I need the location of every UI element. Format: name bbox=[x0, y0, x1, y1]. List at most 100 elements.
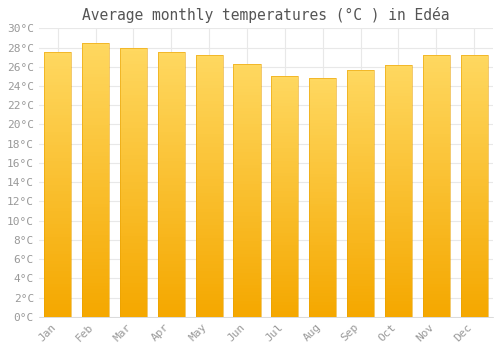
Bar bbox=[158, 99, 185, 102]
Bar bbox=[309, 153, 336, 156]
Bar bbox=[196, 294, 223, 297]
Bar bbox=[271, 236, 298, 239]
Bar bbox=[120, 111, 147, 115]
Bar bbox=[309, 120, 336, 123]
Bar bbox=[271, 293, 298, 296]
Bar bbox=[309, 299, 336, 302]
Bar bbox=[385, 235, 412, 238]
Bar bbox=[271, 94, 298, 97]
Bar bbox=[158, 204, 185, 208]
Bar bbox=[347, 209, 374, 212]
Bar bbox=[234, 279, 260, 282]
Bar bbox=[347, 230, 374, 233]
Bar bbox=[385, 307, 412, 310]
Bar bbox=[44, 99, 72, 102]
Bar bbox=[347, 125, 374, 128]
Bar bbox=[120, 303, 147, 307]
Bar bbox=[234, 238, 260, 241]
Bar bbox=[347, 162, 374, 166]
Bar bbox=[44, 251, 72, 254]
Bar bbox=[422, 193, 450, 196]
Bar bbox=[196, 127, 223, 131]
Bar bbox=[385, 166, 412, 169]
Bar bbox=[422, 85, 450, 88]
Bar bbox=[271, 260, 298, 263]
Bar bbox=[309, 290, 336, 293]
Bar bbox=[347, 97, 374, 100]
Bar bbox=[120, 145, 147, 148]
Bar bbox=[158, 122, 185, 125]
Bar bbox=[385, 200, 412, 203]
Bar bbox=[196, 310, 223, 314]
Bar bbox=[460, 222, 488, 225]
Bar bbox=[82, 111, 109, 115]
Bar bbox=[82, 276, 109, 279]
Bar bbox=[271, 178, 298, 182]
Bar bbox=[385, 134, 412, 137]
Bar bbox=[385, 273, 412, 276]
Bar bbox=[120, 81, 147, 85]
Bar bbox=[309, 281, 336, 284]
Bar bbox=[422, 140, 450, 143]
Bar bbox=[82, 262, 109, 265]
Bar bbox=[82, 180, 109, 183]
Bar bbox=[196, 55, 223, 317]
Bar bbox=[120, 64, 147, 68]
Bar bbox=[158, 307, 185, 310]
Bar bbox=[158, 89, 185, 92]
Bar bbox=[347, 276, 374, 280]
Bar bbox=[44, 82, 72, 85]
Bar bbox=[422, 232, 450, 235]
Bar bbox=[309, 108, 336, 111]
Bar bbox=[120, 102, 147, 105]
Bar bbox=[385, 292, 412, 295]
Bar bbox=[196, 62, 223, 65]
Bar bbox=[309, 165, 336, 168]
Bar bbox=[460, 229, 488, 232]
Bar bbox=[422, 290, 450, 294]
Bar bbox=[158, 195, 185, 198]
Bar bbox=[44, 284, 72, 287]
Bar bbox=[271, 182, 298, 184]
Bar bbox=[82, 259, 109, 262]
Bar bbox=[460, 144, 488, 147]
Bar bbox=[120, 118, 147, 121]
Bar bbox=[120, 253, 147, 256]
Bar bbox=[385, 232, 412, 235]
Bar bbox=[309, 123, 336, 126]
Bar bbox=[234, 83, 260, 86]
Bar bbox=[385, 150, 412, 153]
Bar bbox=[385, 96, 412, 99]
Bar bbox=[82, 231, 109, 234]
Bar bbox=[309, 314, 336, 317]
Bar bbox=[196, 160, 223, 163]
Bar bbox=[422, 111, 450, 114]
Bar bbox=[271, 197, 298, 199]
Bar bbox=[234, 310, 260, 314]
Bar bbox=[82, 197, 109, 200]
Bar bbox=[82, 87, 109, 91]
Bar bbox=[385, 310, 412, 314]
Bar bbox=[234, 70, 260, 74]
Bar bbox=[120, 128, 147, 132]
Bar bbox=[158, 92, 185, 95]
Bar bbox=[347, 94, 374, 97]
Bar bbox=[158, 314, 185, 317]
Bar bbox=[347, 119, 374, 122]
Bar bbox=[309, 245, 336, 248]
Bar bbox=[234, 64, 260, 317]
Bar bbox=[347, 274, 374, 276]
Bar bbox=[234, 244, 260, 247]
Bar bbox=[234, 114, 260, 118]
Bar bbox=[82, 173, 109, 176]
Bar bbox=[460, 314, 488, 317]
Bar bbox=[234, 184, 260, 187]
Bar bbox=[460, 268, 488, 271]
Bar bbox=[347, 82, 374, 85]
Bar bbox=[158, 231, 185, 234]
Bar bbox=[309, 171, 336, 174]
Bar bbox=[385, 68, 412, 71]
Bar bbox=[422, 281, 450, 284]
Bar bbox=[196, 176, 223, 180]
Bar bbox=[120, 85, 147, 88]
